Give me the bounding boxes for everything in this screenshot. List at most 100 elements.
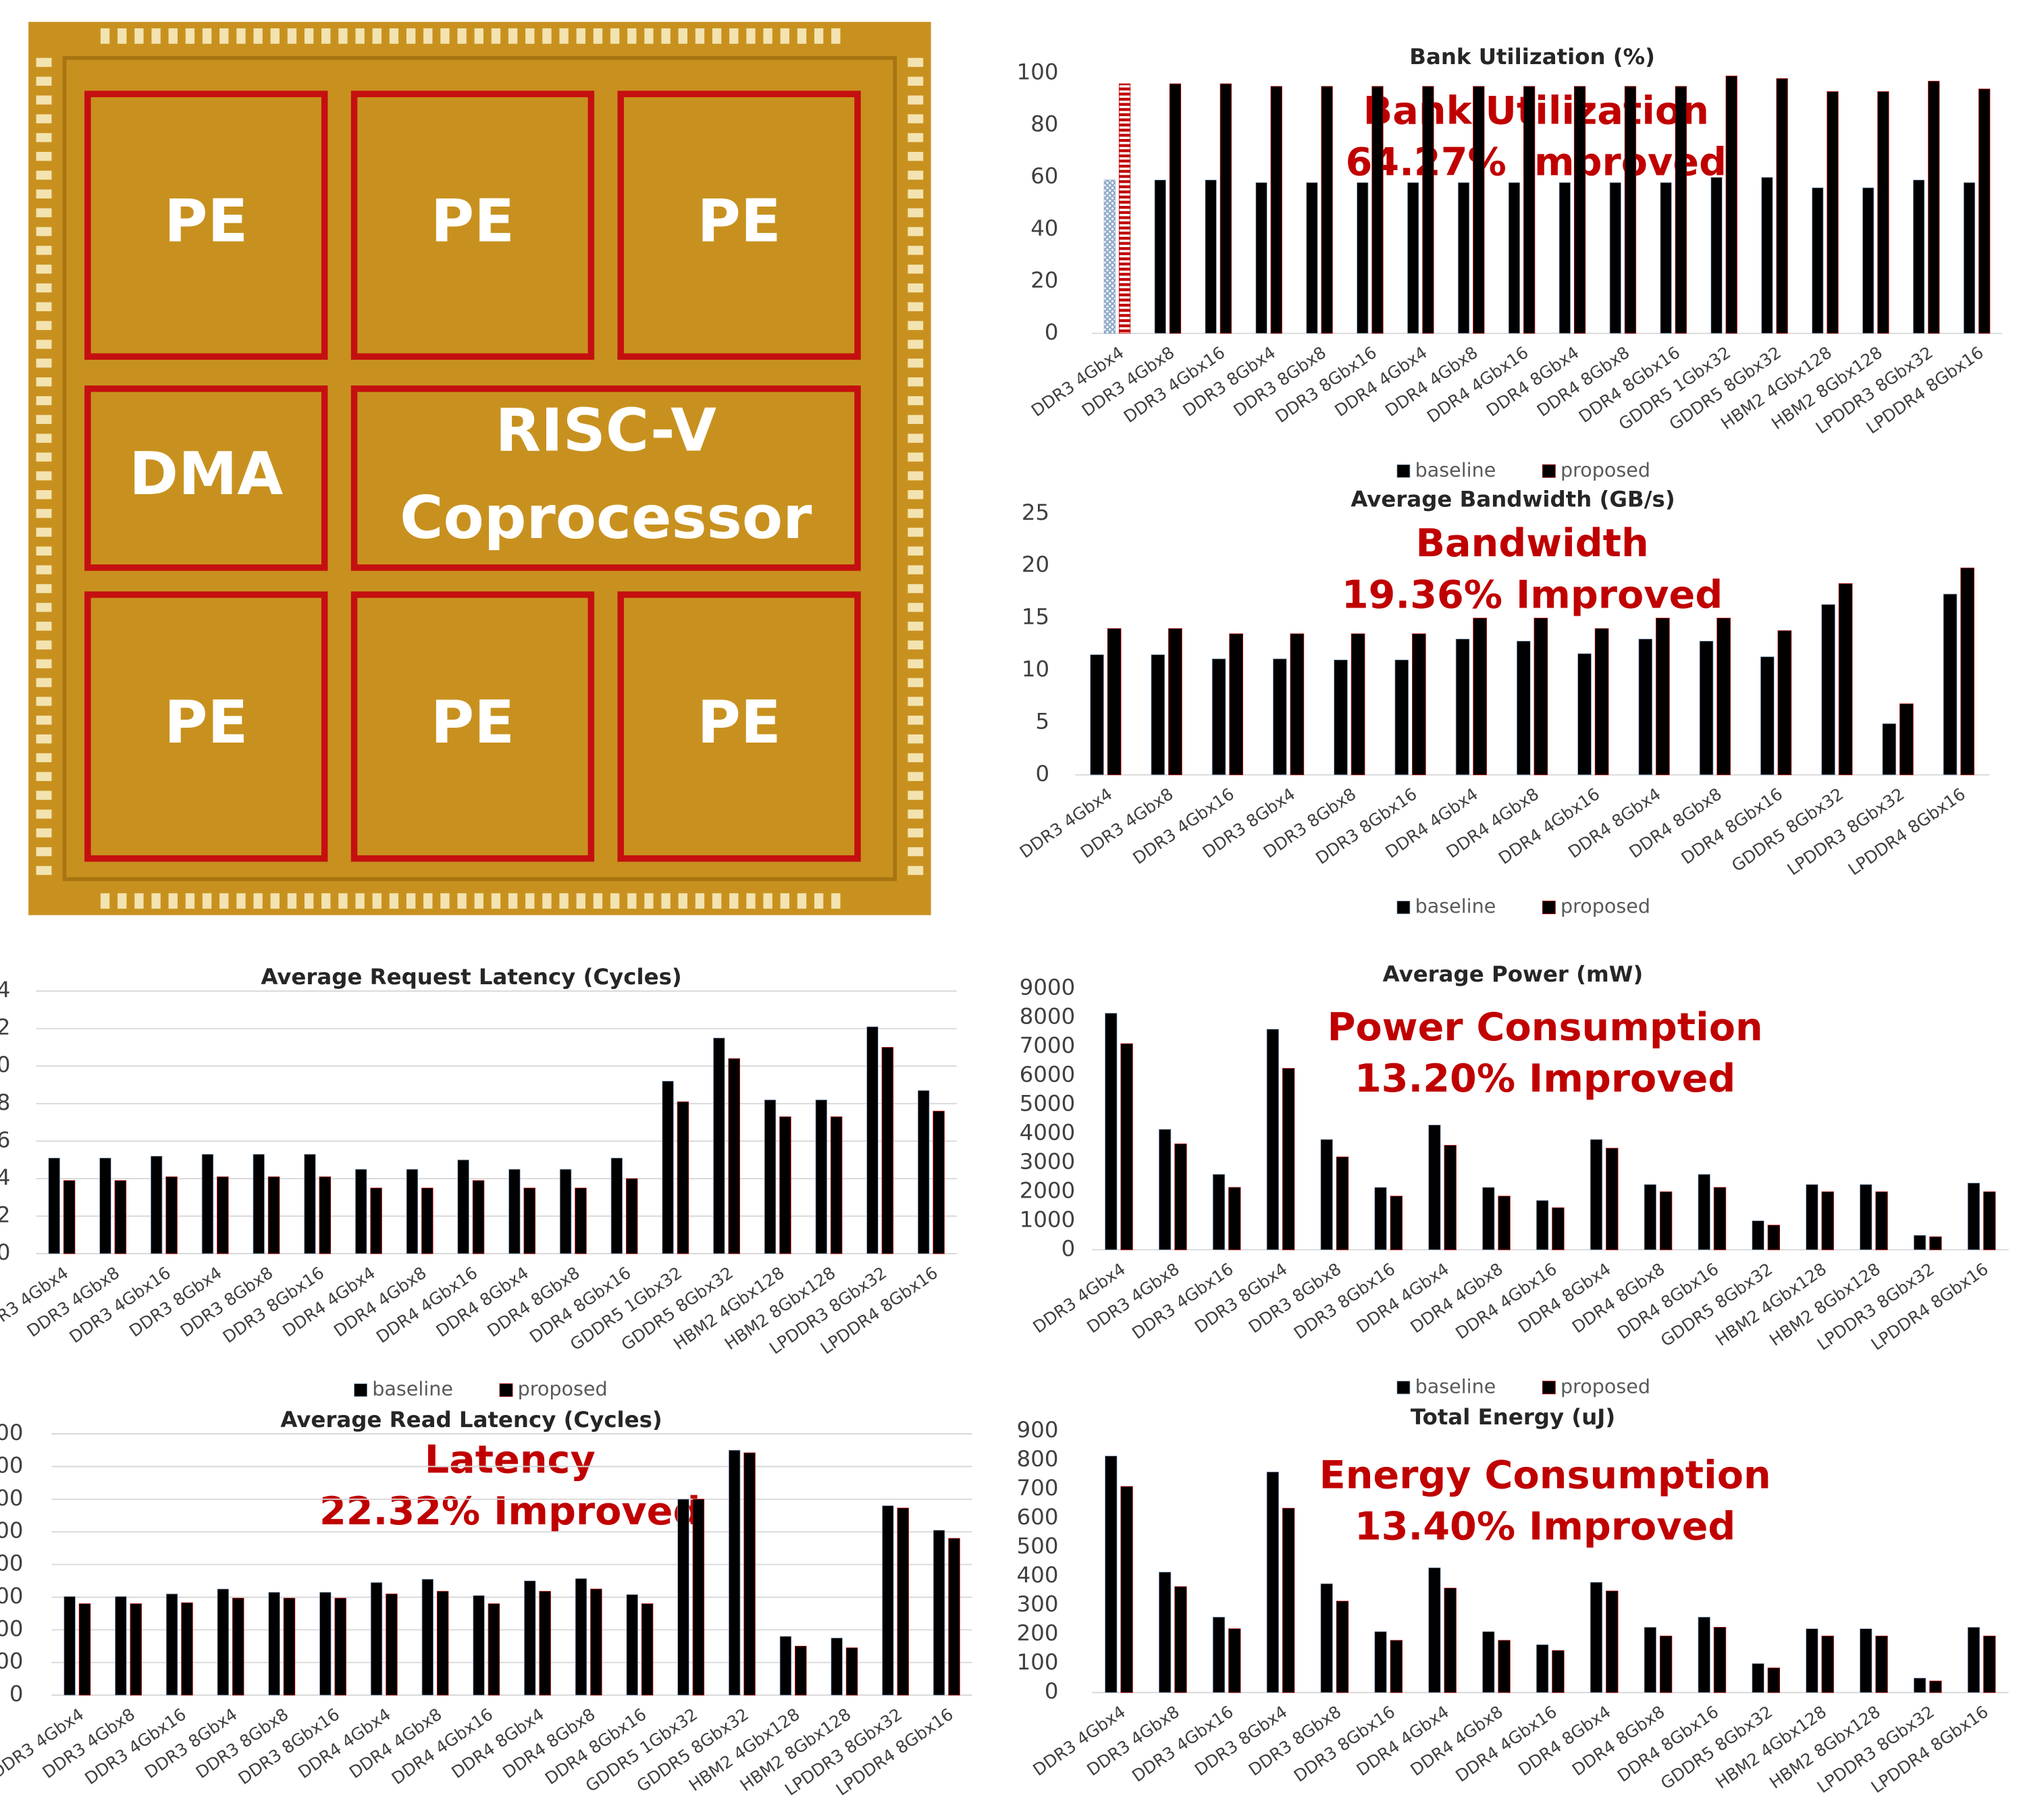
bar: [780, 1117, 791, 1254]
y-tick-label: 6000: [1020, 1061, 1075, 1087]
y-tick-label: 400: [0, 1551, 24, 1576]
pad: [440, 893, 449, 909]
bar: [1812, 188, 1823, 333]
pad: [457, 893, 466, 909]
bar: [1170, 84, 1180, 333]
pad: [219, 893, 228, 909]
pad: [101, 28, 109, 44]
bar: [1760, 657, 1774, 775]
pad: [36, 660, 52, 668]
legend-label: proposed: [1561, 458, 1650, 481]
bar: [1778, 631, 1791, 775]
bar: [1336, 1601, 1348, 1692]
pad: [908, 208, 923, 217]
pad: [908, 415, 923, 424]
bar: [1552, 1208, 1565, 1250]
bar: [488, 1604, 500, 1695]
pad: [712, 28, 721, 44]
pad: [908, 734, 923, 743]
bar: [1768, 1668, 1780, 1693]
pad: [236, 893, 245, 909]
bar: [1964, 182, 1974, 333]
bar: [1822, 1636, 1834, 1692]
bar: [1700, 641, 1713, 775]
bar: [1534, 618, 1548, 775]
pad: [908, 227, 923, 236]
bar: [1307, 182, 1317, 333]
pad: [610, 893, 619, 909]
pad: [908, 603, 923, 612]
pad: [36, 697, 52, 705]
bar: [1574, 86, 1585, 333]
pad: [36, 584, 52, 593]
bar: [1675, 86, 1686, 333]
x-tick-label: DDR4 4Gbx4: [1353, 1259, 1452, 1337]
pad: [203, 28, 211, 44]
pad: [908, 377, 923, 386]
bar: [662, 1081, 674, 1254]
pad: [288, 893, 296, 909]
pad: [696, 893, 704, 909]
pad: [908, 77, 923, 86]
pad: [814, 28, 823, 44]
bar: [1267, 1029, 1279, 1250]
pad: [908, 133, 923, 142]
pad: [36, 509, 52, 518]
bar: [1444, 1146, 1457, 1250]
pad: [908, 152, 923, 161]
pad: [219, 28, 228, 44]
bar: [1660, 1636, 1672, 1692]
annotation: Latency: [425, 1438, 596, 1482]
bar: [1119, 84, 1130, 333]
pad: [908, 641, 923, 649]
bar: [1978, 89, 1989, 333]
pad: [661, 28, 670, 44]
legend-swatch: [1542, 1381, 1555, 1394]
chart-title: Average Request Latency (Cycles): [261, 964, 681, 990]
bar: [217, 1589, 229, 1695]
bar: [115, 1597, 127, 1695]
bar: [1983, 1192, 1995, 1250]
pad: [696, 28, 704, 44]
y-tick-label: 0: [0, 1239, 10, 1265]
bar: [575, 1188, 587, 1254]
bar: [1104, 180, 1115, 333]
y-tick-label: 200: [0, 1615, 24, 1641]
pad: [908, 697, 923, 705]
pad: [908, 772, 923, 781]
bar: [509, 1169, 521, 1254]
pad: [186, 28, 194, 44]
bar: [1930, 1237, 1942, 1250]
annotation: 64.27% Improved: [1346, 140, 1727, 185]
y-tick-label: 9000: [1020, 974, 1075, 1000]
pad: [908, 866, 923, 875]
bar: [1625, 86, 1635, 333]
pad: [271, 28, 280, 44]
bar: [1961, 568, 1974, 775]
chart-title: Total Energy (uJ): [1411, 1404, 1615, 1430]
bar: [540, 1591, 551, 1695]
bar: [1536, 1644, 1548, 1692]
y-tick-label: 500: [1017, 1533, 1059, 1559]
pad: [36, 302, 52, 311]
y-tick-label: 200: [1017, 1620, 1059, 1646]
pad: [908, 434, 923, 443]
bar: [831, 1638, 843, 1695]
bar: [64, 1597, 76, 1695]
bar: [1498, 1640, 1511, 1692]
pad: [746, 893, 755, 909]
pad: [36, 866, 52, 875]
y-tick-label: 1000: [1020, 1206, 1075, 1232]
bar: [202, 1154, 213, 1254]
pad: [36, 265, 52, 273]
y-tick-label: 600: [1017, 1504, 1059, 1530]
bar: [1321, 1140, 1333, 1250]
pad: [423, 28, 432, 44]
die-label: DMA: [129, 439, 283, 508]
bar: [1876, 1192, 1888, 1250]
pad: [542, 28, 551, 44]
bar: [1375, 1187, 1387, 1250]
pad: [814, 893, 823, 909]
legend-label: proposed: [518, 1377, 608, 1400]
bar: [1412, 634, 1425, 775]
